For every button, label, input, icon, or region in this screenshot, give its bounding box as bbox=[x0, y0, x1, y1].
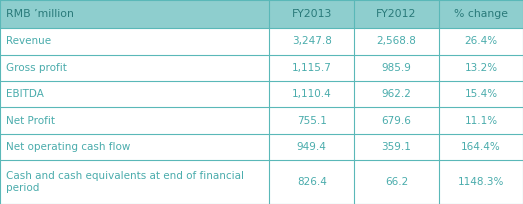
Text: 985.9: 985.9 bbox=[381, 63, 412, 73]
Bar bbox=[0, 54, 523, 81]
Text: 826.4: 826.4 bbox=[297, 177, 327, 187]
Text: 15.4%: 15.4% bbox=[464, 89, 497, 99]
Text: FY2012: FY2012 bbox=[376, 9, 417, 19]
Text: 164.4%: 164.4% bbox=[461, 142, 501, 152]
Text: FY2013: FY2013 bbox=[291, 9, 332, 19]
Text: EBITDA: EBITDA bbox=[6, 89, 44, 99]
Text: 1,115.7: 1,115.7 bbox=[292, 63, 332, 73]
Text: % change: % change bbox=[454, 9, 508, 19]
Bar bbox=[0, 81, 523, 108]
Text: 66.2: 66.2 bbox=[385, 177, 408, 187]
Text: 11.1%: 11.1% bbox=[464, 116, 497, 126]
Text: Net Profit: Net Profit bbox=[6, 116, 55, 126]
Text: 962.2: 962.2 bbox=[381, 89, 412, 99]
Text: 1,110.4: 1,110.4 bbox=[292, 89, 332, 99]
Text: 949.4: 949.4 bbox=[297, 142, 327, 152]
Text: 26.4%: 26.4% bbox=[464, 36, 497, 46]
Text: Revenue: Revenue bbox=[6, 36, 51, 46]
Bar bbox=[0, 134, 523, 160]
Text: 359.1: 359.1 bbox=[381, 142, 412, 152]
Text: 755.1: 755.1 bbox=[297, 116, 327, 126]
Text: Net operating cash flow: Net operating cash flow bbox=[6, 142, 131, 152]
Text: RMB ’million: RMB ’million bbox=[6, 9, 74, 19]
Text: 2,568.8: 2,568.8 bbox=[377, 36, 416, 46]
Bar bbox=[0, 0, 523, 28]
Text: Gross profit: Gross profit bbox=[6, 63, 67, 73]
Text: 13.2%: 13.2% bbox=[464, 63, 497, 73]
Text: 1148.3%: 1148.3% bbox=[458, 177, 504, 187]
Bar bbox=[0, 160, 523, 204]
Text: Cash and cash equivalents at end of financial
period: Cash and cash equivalents at end of fina… bbox=[6, 171, 244, 193]
Bar bbox=[0, 28, 523, 54]
Text: 3,247.8: 3,247.8 bbox=[292, 36, 332, 46]
Bar bbox=[0, 108, 523, 134]
Text: 679.6: 679.6 bbox=[381, 116, 412, 126]
